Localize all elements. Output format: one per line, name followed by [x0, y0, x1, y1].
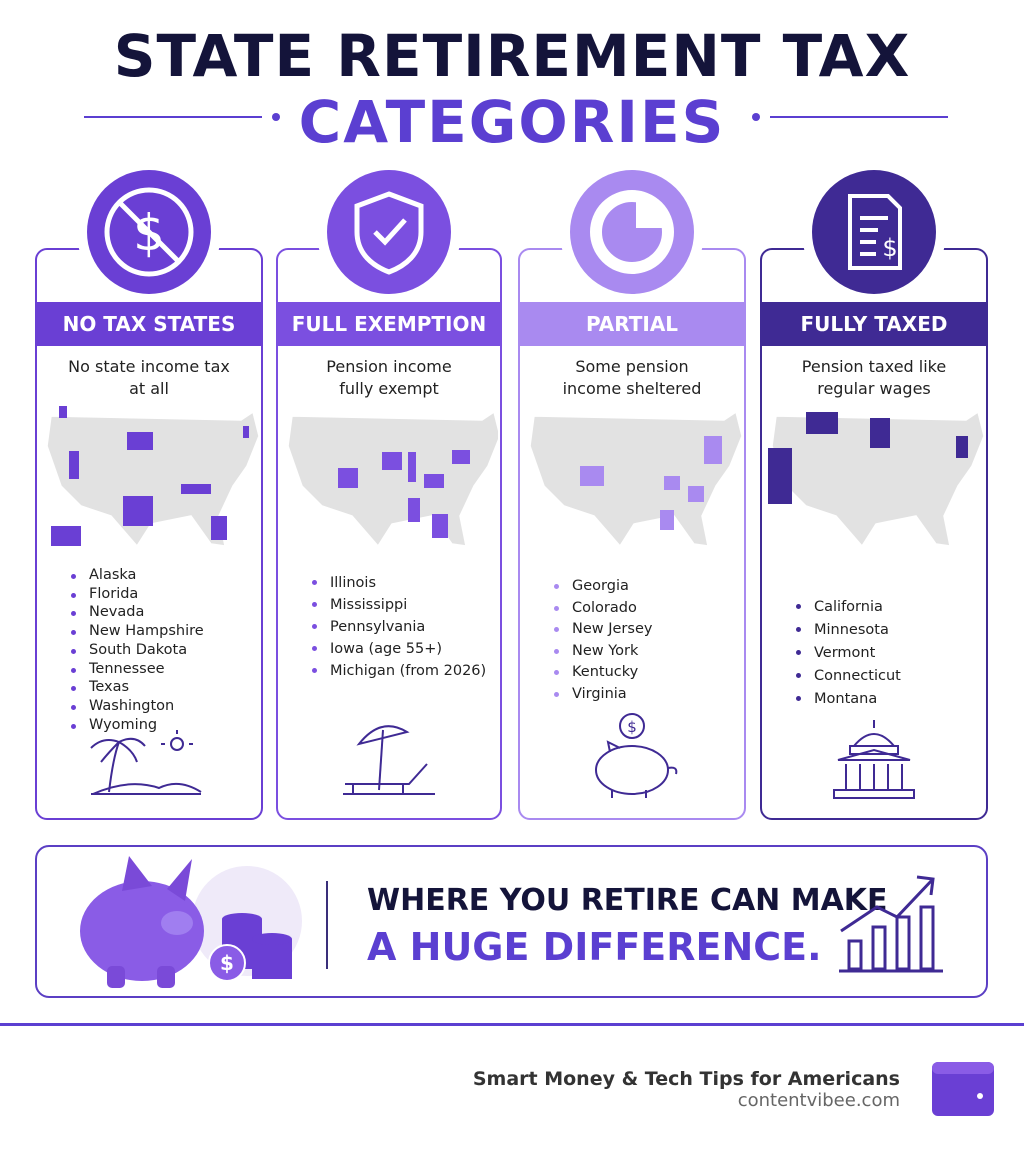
- category-card: PARTIAL EXEMPTION Some pension income she…: [518, 170, 746, 820]
- category-icon: [327, 170, 451, 294]
- state-item: Michigan (from 2026): [312, 660, 486, 682]
- growth-icon: [839, 875, 943, 973]
- category-heading: PARTIAL EXEMPTION: [518, 302, 746, 380]
- category-illustration: [89, 728, 209, 806]
- category-heading: NO TAX STATES: [35, 302, 263, 346]
- state-item: Wyoming: [71, 716, 204, 735]
- state-item: Georgia: [554, 576, 652, 598]
- us-map: [524, 406, 743, 560]
- state-item: Vermont: [796, 642, 901, 665]
- state-item: Washington: [71, 697, 204, 716]
- title: CATEGORIES: [298, 88, 726, 156]
- category-icon: $: [87, 170, 211, 294]
- state-list: California Minnesota Vermont Connecticut Mon…: [796, 596, 901, 711]
- category-illustration: [824, 716, 924, 806]
- state-item: New Hampshire: [71, 622, 204, 641]
- state-list: Alaska Florida Nevada New Hampshire South Da…: [71, 566, 204, 734]
- state-item: South Dakota: [71, 641, 204, 660]
- us-map: [766, 406, 985, 560]
- svg-text:$: $: [133, 204, 165, 262]
- category-description: No state income tax at all: [68, 357, 230, 398]
- us-map: [282, 406, 501, 560]
- state-list: Georgia Colorado New Jersey New York Kentuck…: [554, 576, 652, 705]
- banner-text: A HUGE DIFFERENCE.: [367, 925, 822, 969]
- state-list: Illinois Mississippi Pennsylvania Iowa (age…: [312, 572, 486, 682]
- category-card: $ FULLY TAXED Pension taxed like regular w…: [760, 170, 988, 820]
- category-heading: FULLY TAXED: [760, 302, 988, 346]
- category-icon: $: [812, 170, 936, 294]
- category-card: FULL EXEMPTION Pension income fully exemp…: [276, 170, 502, 820]
- state-item: Florida: [71, 585, 204, 604]
- category-card: $ NO TAX STATES No state income tax at all…: [35, 170, 263, 820]
- state-item: Montana: [796, 688, 901, 711]
- state-item: Nevada: [71, 603, 204, 622]
- svg-text:$: $: [882, 234, 897, 262]
- state-item: Illinois: [312, 572, 486, 594]
- state-item: California: [796, 596, 901, 619]
- state-item: Iowa (age 55+): [312, 638, 486, 660]
- category-illustration: $: [582, 712, 682, 806]
- piggy-illustration: $: [80, 856, 302, 988]
- category-description: Some pension income sheltered: [562, 357, 702, 398]
- banner-text: WHERE YOU RETIRE CAN MAKE: [367, 883, 888, 918]
- state-item: Connecticut: [796, 665, 901, 688]
- tagline: Smart Money & Tech Tips for Americans: [472, 1068, 900, 1090]
- category-icon: [570, 170, 694, 294]
- state-item: Alaska: [71, 566, 204, 585]
- title: STATE RETIREMENT TAX: [113, 22, 911, 90]
- state-item: Pennsylvania: [312, 616, 486, 638]
- category-heading: FULL EXEMPTION: [276, 302, 502, 346]
- state-item: New Jersey: [554, 619, 652, 641]
- state-item: Tennessee: [71, 660, 204, 679]
- state-item: Virginia: [554, 684, 652, 706]
- banner: $ WHERE YOU RETIRE CAN MAKE A HUGE DIFFE…: [35, 845, 988, 998]
- state-item: Mississippi: [312, 594, 486, 616]
- svg-text:$: $: [627, 718, 637, 736]
- svg-text:$: $: [220, 951, 234, 975]
- divider: [0, 1023, 1024, 1026]
- site: contentvibee.com: [737, 1090, 900, 1111]
- state-item: Colorado: [554, 598, 652, 620]
- category-description: Pension taxed like regular wages: [801, 357, 947, 398]
- category-description: Pension income fully exempt: [326, 357, 452, 398]
- state-item: New York: [554, 641, 652, 663]
- title-rule: [84, 113, 948, 121]
- category-illustration: [339, 720, 439, 806]
- state-item: Kentucky: [554, 662, 652, 684]
- state-item: Texas: [71, 678, 204, 697]
- us-map: [41, 406, 260, 560]
- wallet-icon: [932, 1062, 994, 1116]
- state-item: Minnesota: [796, 619, 901, 642]
